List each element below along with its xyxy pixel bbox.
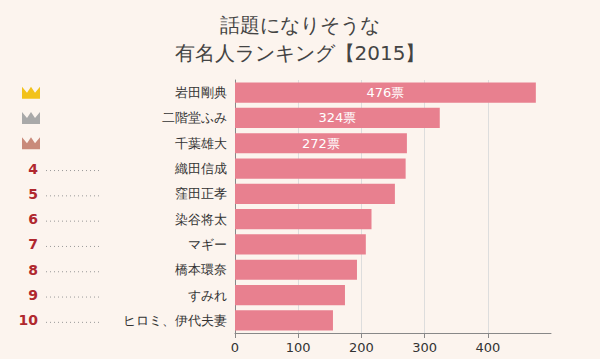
- svg-text:8: 8: [28, 262, 38, 278]
- svg-text:200: 200: [349, 340, 374, 355]
- svg-text:324票: 324票: [318, 110, 356, 125]
- svg-text:橋本環奈: 橋本環奈: [175, 262, 227, 277]
- svg-text:0: 0: [231, 340, 239, 355]
- svg-text:476票: 476票: [367, 85, 405, 100]
- svg-text:400: 400: [475, 340, 500, 355]
- svg-text:300: 300: [412, 340, 437, 355]
- svg-text:織田信成: 織田信成: [174, 161, 227, 176]
- svg-text:ヒロミ、伊代夫妻: ヒロミ、伊代夫妻: [123, 313, 227, 328]
- svg-text:窪田正孝: 窪田正孝: [175, 186, 227, 201]
- svg-text:4: 4: [28, 161, 38, 177]
- svg-text:二階堂ふみ: 二階堂ふみ: [162, 110, 227, 125]
- svg-text:岩田剛典: 岩田剛典: [175, 85, 227, 100]
- svg-text:染谷将太: 染谷将太: [175, 212, 227, 227]
- svg-text:9: 9: [28, 287, 38, 303]
- svg-text:有名人ランキング【2015】: 有名人ランキング【2015】: [175, 41, 426, 65]
- svg-text:272票: 272票: [302, 136, 340, 151]
- svg-text:すみれ: すみれ: [188, 288, 227, 303]
- svg-text:5: 5: [28, 186, 38, 202]
- svg-text:千葉雄大: 千葉雄大: [175, 136, 227, 151]
- svg-text:10: 10: [19, 312, 39, 328]
- svg-text:7: 7: [28, 236, 38, 252]
- svg-text:100: 100: [286, 340, 311, 355]
- svg-text:話題になりそうな: 話題になりそうな: [220, 13, 380, 37]
- svg-text:6: 6: [28, 211, 38, 227]
- svg-text:マギー: マギー: [188, 237, 227, 252]
